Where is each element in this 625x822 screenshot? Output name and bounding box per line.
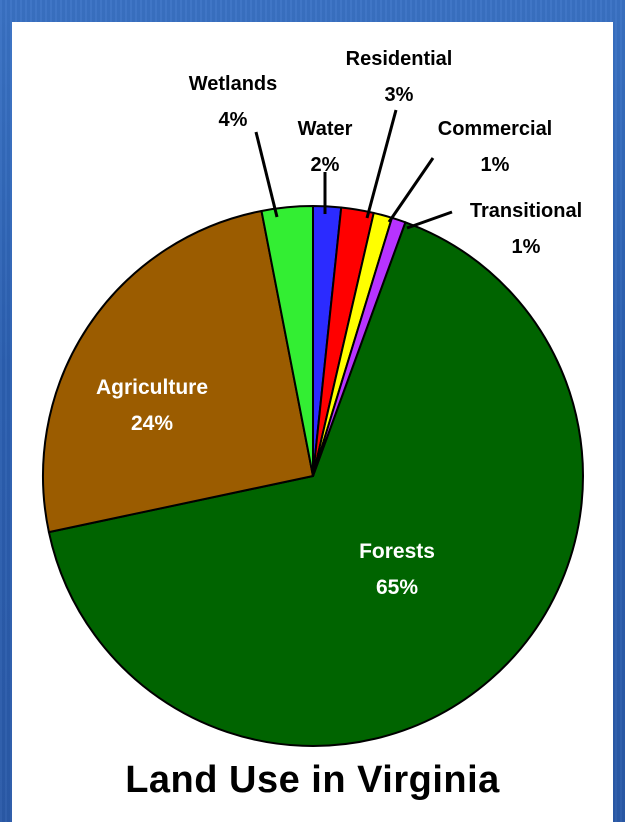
slice-value-wetlands: 4%	[219, 109, 248, 131]
slice-label-transitional: Transitional	[470, 200, 582, 222]
slice-value-agriculture: 24%	[131, 412, 173, 435]
chart-panel: Forests 65% Agriculture 24% Wetlands 4% Water 2…	[12, 22, 613, 822]
slice-label-forests: Forests	[359, 540, 435, 563]
pie-slice-agriculture	[42, 209, 314, 534]
slice-value-water: 2%	[311, 154, 340, 176]
slice-value-forests: 65%	[376, 576, 418, 599]
pie-slice-forests	[47, 221, 584, 747]
leader-line-transitional	[406, 210, 453, 230]
slice-label-commercial: Commercial	[438, 118, 553, 140]
chart-title: Land Use in Virginia	[125, 759, 500, 801]
pie-chart: Forests 65% Agriculture 24% Wetlands 4% Water 2…	[42, 48, 584, 747]
leader-line-residential	[365, 109, 398, 219]
leader-line-commercial	[387, 157, 435, 223]
slice-label-agriculture: Agriculture	[96, 376, 208, 399]
slice-value-transitional: 1%	[512, 236, 541, 258]
slice-value-commercial: 1%	[481, 154, 510, 176]
slice-value-residential: 3%	[385, 84, 414, 106]
slice-label-water: Water	[298, 118, 353, 140]
leader-line-wetlands	[254, 131, 279, 218]
slice-label-residential: Residential	[346, 48, 453, 70]
slice-label-wetlands: Wetlands	[189, 73, 278, 95]
